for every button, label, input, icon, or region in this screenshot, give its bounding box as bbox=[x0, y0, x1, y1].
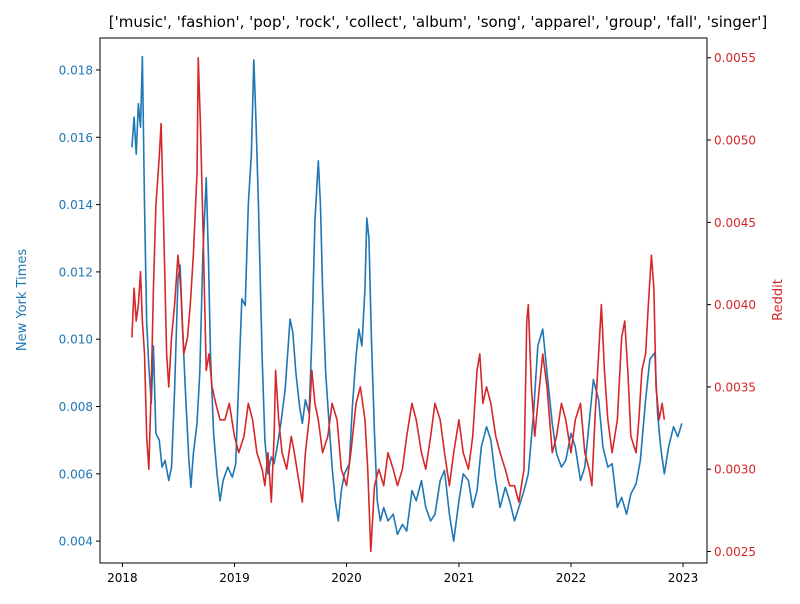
y-left-tick-label: 0.014 bbox=[59, 198, 93, 212]
x-tick-label: 2023 bbox=[668, 571, 699, 585]
x-axis: 2018 2019 2020 2021 2022 2023 bbox=[107, 563, 698, 585]
y-right-tick-label: 0.0025 bbox=[714, 545, 756, 559]
x-tick-label: 2022 bbox=[556, 571, 587, 585]
series-line-reddit bbox=[131, 56, 666, 553]
series-line-new-york-times bbox=[131, 55, 683, 542]
y-right-tick-label: 0.0035 bbox=[714, 380, 756, 394]
y-left-tick-label: 0.004 bbox=[59, 535, 93, 549]
x-tick-label: 2020 bbox=[331, 571, 362, 585]
chart-title: ['music', 'fashion', 'pop', 'rock', 'col… bbox=[109, 13, 768, 31]
y-left-tick-label: 0.010 bbox=[59, 333, 93, 347]
y-left-tick-label: 0.016 bbox=[59, 131, 93, 145]
y-right-tick-label: 0.0045 bbox=[714, 216, 756, 230]
y-left-tick-label: 0.006 bbox=[59, 467, 93, 481]
y-right-tick-label: 0.0040 bbox=[714, 298, 756, 312]
x-tick-label: 2021 bbox=[444, 571, 475, 585]
x-tick-label: 2019 bbox=[219, 571, 250, 585]
y-left-tick-label: 0.008 bbox=[59, 400, 93, 414]
plot-frame bbox=[99, 37, 708, 564]
y-right-tick-label: 0.0055 bbox=[714, 51, 756, 65]
y-left-tick-label: 0.012 bbox=[59, 265, 93, 279]
y-axis-right: 0.0025 0.0030 0.0035 0.0040 0.0045 0.0050 0.00… bbox=[707, 51, 756, 559]
y-right-tick-label: 0.0050 bbox=[714, 134, 756, 148]
x-tick-label: 2018 bbox=[107, 571, 138, 585]
y-axis-left: 0.004 0.006 0.008 0.010 0.012 0.014 0.016 0.018 bbox=[59, 63, 100, 549]
y-axis-right-label: Reddit bbox=[771, 279, 786, 321]
series-layer bbox=[131, 55, 683, 553]
y-axis-left-label: New York Times bbox=[15, 249, 30, 351]
y-left-tick-label: 0.018 bbox=[59, 63, 93, 77]
y-right-tick-label: 0.0030 bbox=[714, 463, 756, 477]
